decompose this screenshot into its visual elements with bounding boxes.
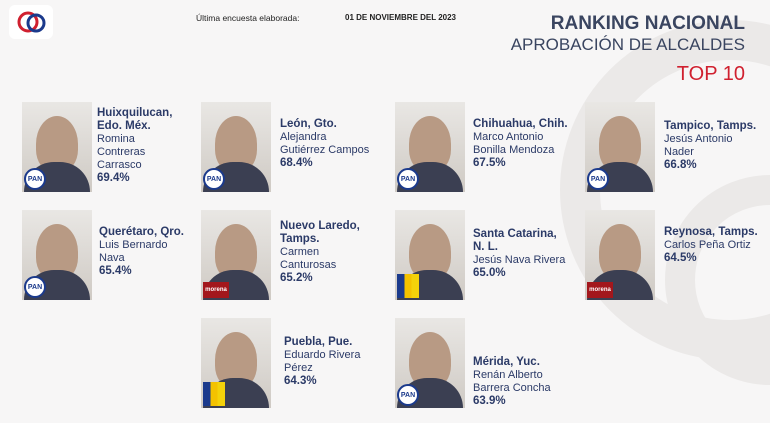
city: Huixquilucan, [97, 107, 173, 119]
mayor-photo: morena [201, 210, 271, 300]
approval: 64.5% [664, 252, 697, 264]
city: Edo. Méx. [97, 120, 151, 132]
subtitle: APROBACIÓN DE ALCALDES [510, 35, 745, 54]
approval: 64.3% [284, 375, 317, 387]
party-logo [397, 274, 419, 298]
mayor-info: Chihuahua, Chih. Marco Antonio Bonilla Men… [473, 118, 568, 170]
mayor-photo: PAN [585, 102, 655, 192]
mayor-info: Huixquilucan, Edo. Méx. Romina Contreras Car… [97, 107, 172, 185]
mayor-info: Querétaro, Qro. Luis Bernardo Nava 65.4% [99, 226, 184, 278]
city: Reynosa, Tamps. [664, 226, 758, 238]
mayor-name: Canturosas [280, 259, 337, 271]
city: Chihuahua, Chih. [473, 118, 568, 130]
party-logo: PAN [24, 168, 46, 190]
approval: 63.9% [473, 395, 506, 407]
approval: 65.0% [473, 267, 506, 279]
mayor-name: Carlos Peña Ortiz [664, 239, 751, 251]
approval: 69.4% [97, 172, 130, 184]
mayor-photo: PAN [22, 102, 92, 192]
approval: 65.2% [280, 272, 313, 284]
mayor-info: Puebla, Pue. Eduardo Rivera Pérez 64.3% [284, 336, 360, 388]
mayor-info: Nuevo Laredo, Tamps. Carmen Canturosas 65.2% [280, 220, 360, 285]
mayor-photo: morena [585, 210, 655, 300]
party-logo [203, 382, 225, 406]
mayor-name: Marco Antonio [473, 131, 544, 143]
party-logo: morena [587, 282, 613, 298]
city: Tamps. [280, 233, 320, 245]
city: N. L. [473, 241, 498, 253]
city: Puebla, Pue. [284, 336, 353, 348]
approval: 66.8% [664, 159, 697, 171]
survey-label: Última encuesta elaborada: [196, 13, 300, 23]
mayor-photo: PAN [201, 102, 271, 192]
city: Tampico, Tamps. [664, 120, 757, 132]
mayor-name: Alejandra [280, 131, 327, 143]
mayor-name: Carrasco [97, 159, 142, 171]
city: Nuevo Laredo, [280, 220, 360, 232]
mayor-name: Romina [97, 133, 135, 145]
party-logo: morena [203, 282, 229, 298]
mayor-name: Jesús Nava Rivera [473, 254, 566, 266]
mayor-name: Pérez [284, 362, 313, 374]
survey-date: 01 DE NOVIEMBRE DEL 2023 [345, 13, 457, 22]
party-logo: PAN [203, 168, 225, 190]
mayor-name: Eduardo Rivera [284, 349, 361, 361]
mayor-name: Renán Alberto [473, 369, 543, 381]
mayor-info: León, Gto. Alejandra Gutiérrez Campos 68.4% [280, 118, 369, 170]
mayor-name: Bonilla Mendoza [473, 144, 555, 156]
mayor-name: Carmen [280, 246, 320, 258]
mayor-name: Nader [664, 146, 694, 158]
mayor-info: Santa Catarina, N. L. Jesús Nava Rivera 65.… [473, 228, 565, 280]
mayor-name: Jesús Antonio [664, 133, 733, 145]
party-logo: PAN [24, 276, 46, 298]
city: Santa Catarina, [473, 228, 557, 240]
mayor-name: Barrera Concha [473, 382, 551, 394]
party-logo: PAN [397, 168, 419, 190]
badge: TOP 10 [676, 63, 745, 85]
mayor-photo [395, 210, 465, 300]
mayor-photo [201, 318, 271, 408]
mayor-name: Luis Bernardo [99, 239, 168, 251]
approval: 65.4% [99, 265, 132, 277]
party-logo: PAN [587, 168, 609, 190]
mayor-info: Reynosa, Tamps. Carlos Peña Ortiz 64.5% [664, 226, 758, 265]
mayor-name: Gutiérrez Campos [280, 144, 370, 156]
mayor-name: Nava [99, 252, 125, 264]
mayor-info: Tampico, Tamps. Jesús Antonio Nader 66.8% [664, 120, 756, 172]
city: Querétaro, Qro. [99, 226, 184, 238]
mayor-photo: PAN [395, 318, 465, 408]
city: Mérida, Yuc. [473, 356, 540, 368]
approval: 68.4% [280, 157, 313, 169]
mayor-name: Contreras [97, 146, 146, 158]
city: León, Gto. [280, 118, 337, 130]
party-logo: PAN [397, 384, 419, 406]
mayor-info: Mérida, Yuc. Renán Alberto Barrera Concha 6… [473, 356, 551, 408]
watermark [560, 20, 770, 385]
mayor-photo: PAN [395, 102, 465, 192]
mayor-photo: PAN [22, 210, 92, 300]
approval: 67.5% [473, 157, 506, 169]
brand-logo [9, 5, 53, 39]
title: RANKING NACIONAL [550, 13, 745, 34]
